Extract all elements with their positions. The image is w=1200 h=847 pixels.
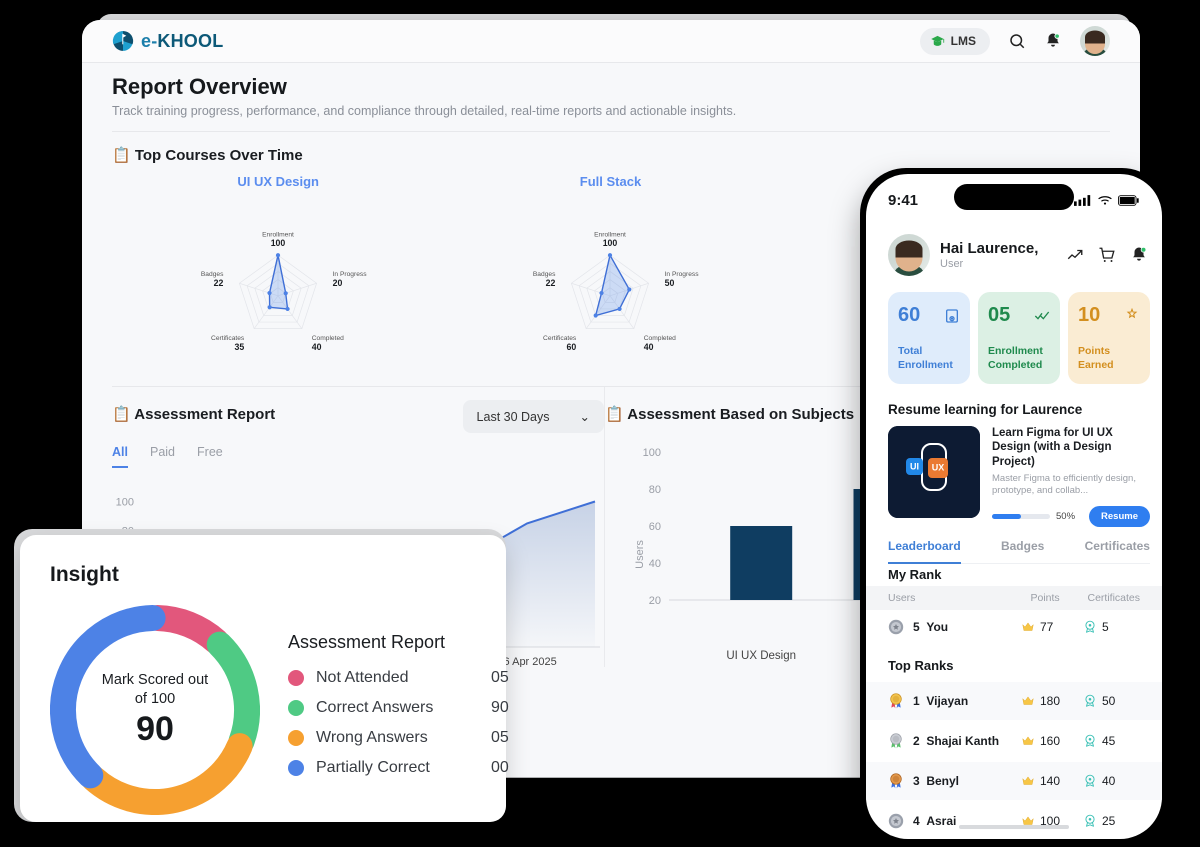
svg-text:UI UX Design: UI UX Design <box>726 650 796 662</box>
svg-text:100: 100 <box>271 238 286 248</box>
svg-text:35: 35 <box>235 342 245 352</box>
svg-text:22: 22 <box>546 278 556 288</box>
svg-text:Badges: Badges <box>533 271 556 278</box>
svg-text:In Progress: In Progress <box>665 271 700 278</box>
svg-text:Users: Users <box>634 540 646 569</box>
svg-text:100: 100 <box>603 238 618 248</box>
svg-text:Certificates: Certificates <box>211 335 245 342</box>
svg-text:22: 22 <box>214 278 224 288</box>
svg-text:20: 20 <box>333 278 343 288</box>
svg-text:50: 50 <box>665 278 675 288</box>
svg-text:Certificates: Certificates <box>544 335 578 342</box>
svg-text:60: 60 <box>649 521 661 533</box>
svg-text:60: 60 <box>567 342 577 352</box>
svg-text:100: 100 <box>643 447 661 459</box>
svg-text:40: 40 <box>649 558 661 570</box>
svg-text:Badges: Badges <box>201 271 224 278</box>
svg-text:100: 100 <box>116 497 134 509</box>
svg-text:40: 40 <box>312 342 322 352</box>
svg-text:Completed: Completed <box>312 335 344 342</box>
svg-text:80: 80 <box>649 484 661 496</box>
svg-text:UI: UI <box>910 462 919 472</box>
svg-text:40: 40 <box>644 342 654 352</box>
svg-text:Enrollment: Enrollment <box>595 231 627 238</box>
svg-text:In Progress: In Progress <box>333 271 368 278</box>
svg-text:Enrollment: Enrollment <box>262 231 294 238</box>
svg-text:UX: UX <box>932 463 945 473</box>
svg-text:Completed: Completed <box>644 335 676 342</box>
svg-text:20: 20 <box>649 595 661 607</box>
